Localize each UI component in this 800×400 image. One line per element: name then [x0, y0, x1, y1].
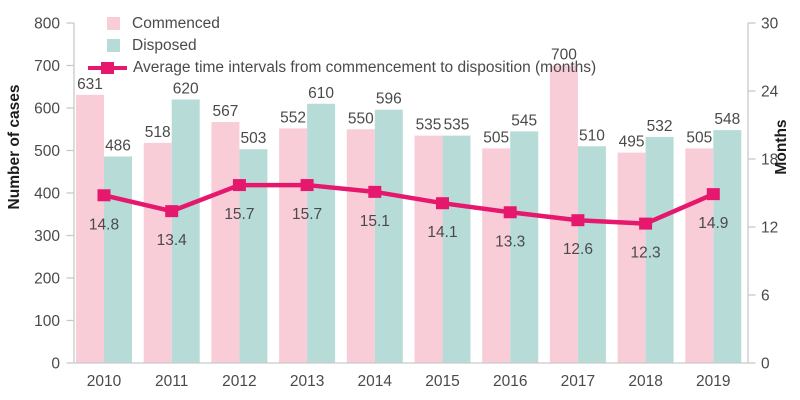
bar-disposed-2016	[510, 131, 539, 363]
line-point-marker-2011	[165, 205, 179, 218]
right-axis-tick-label: 6	[761, 288, 770, 305]
left-axis-tick-label: 600	[34, 101, 60, 118]
bar-value-label-commenced-2017: 700	[551, 47, 577, 64]
bar-value-label-disposed-2012: 503	[240, 130, 266, 147]
bar-value-label-commenced-2013: 552	[280, 109, 306, 126]
bar-value-label-commenced-2019: 505	[686, 129, 712, 146]
bar-value-label-disposed-2011: 620	[173, 81, 199, 98]
bar-commenced-2015	[414, 135, 443, 363]
line-point-marker-2010	[97, 189, 111, 202]
left-axis-title: Number of cases	[6, 85, 23, 210]
legend-item-commenced: Commenced	[107, 13, 596, 34]
right-axis-tick-label: 0	[761, 356, 770, 373]
line-value-label-2015: 14.1	[427, 224, 457, 241]
line-point-marker-2017	[571, 214, 585, 227]
bar-value-label-disposed-2018: 532	[647, 118, 673, 135]
bar-disposed-2014	[374, 109, 403, 363]
x-axis-label-2012: 2012	[222, 373, 256, 390]
bar-commenced-2018	[617, 152, 646, 363]
bar-value-label-commenced-2010: 631	[77, 76, 103, 93]
x-axis-label-2017: 2017	[561, 373, 595, 390]
right-axis-title: Months	[773, 119, 790, 174]
bar-value-label-disposed-2013: 610	[308, 85, 334, 102]
line-point-marker-2019	[706, 188, 720, 201]
left-axis-tick-label: 100	[34, 313, 60, 330]
bar-commenced-2012	[211, 122, 240, 364]
right-axis-tick-label: 30	[761, 16, 779, 33]
bar-value-label-commenced-2011: 518	[145, 124, 171, 141]
legend-label-disposed: Disposed	[132, 36, 197, 54]
x-axis-label-2010: 2010	[87, 373, 122, 390]
line-value-label-2014: 15.1	[360, 213, 390, 230]
x-axis-label-2015: 2015	[425, 373, 459, 390]
bar-disposed-2013	[307, 103, 336, 363]
legend-label-commenced: Commenced	[132, 14, 220, 32]
bar-value-label-disposed-2017: 510	[579, 127, 605, 144]
line-value-label-2010: 14.8	[89, 216, 119, 233]
bar-commenced-2019	[685, 148, 714, 363]
disposed-swatch-icon	[107, 39, 120, 52]
right-axis-tick-label: 12	[761, 220, 778, 237]
bar-disposed-2017	[577, 146, 606, 363]
left-axis-tick-label: 800	[34, 16, 60, 33]
bar-value-label-commenced-2018: 495	[619, 134, 645, 151]
bar-commenced-2010	[76, 94, 104, 363]
bar-value-label-disposed-2015: 535	[444, 117, 470, 134]
bar-value-label-disposed-2016: 545	[511, 112, 537, 129]
left-axis-tick-label: 700	[34, 58, 60, 75]
bar-value-label-disposed-2010: 486	[105, 137, 131, 154]
bar-disposed-2018	[645, 136, 674, 363]
bar-value-label-commenced-2016: 505	[483, 129, 509, 146]
bar-value-label-disposed-2014: 596	[376, 91, 402, 108]
line-point-marker-2016	[503, 206, 517, 219]
line-value-label-2019: 14.9	[698, 215, 728, 232]
line-value-label-2013: 15.7	[292, 206, 322, 223]
left-axis-tick-label: 0	[51, 356, 60, 373]
x-axis-label-2014: 2014	[358, 373, 393, 390]
left-axis-tick-label: 200	[34, 271, 60, 288]
legend-label-average-interval: Average time intervals from commencement…	[133, 58, 597, 76]
line-marker-icon	[88, 61, 127, 74]
commenced-swatch-icon	[107, 17, 120, 30]
line-value-label-2011: 13.4	[157, 232, 188, 249]
legend-item-average-interval: Average time intervals from commencement…	[88, 57, 597, 78]
line-value-label-2017: 12.6	[563, 241, 593, 258]
bar-value-label-disposed-2019: 548	[714, 111, 740, 128]
bar-value-label-commenced-2012: 567	[212, 103, 238, 120]
bar-commenced-2016	[482, 148, 511, 363]
bar-commenced-2013	[279, 128, 308, 363]
line-point-marker-2013	[300, 179, 314, 192]
bar-value-label-commenced-2015: 535	[416, 117, 442, 134]
bar-disposed-2011	[171, 99, 200, 363]
bar-commenced-2014	[346, 129, 375, 363]
line-point-marker-2018	[639, 217, 653, 230]
bar-disposed-2019	[713, 130, 742, 363]
line-point-marker-2012	[232, 179, 246, 192]
x-axis-label-2019: 2019	[696, 373, 730, 390]
right-axis-tick-label: 24	[761, 84, 779, 101]
bar-value-label-commenced-2014: 550	[348, 110, 374, 127]
x-axis-label-2018: 2018	[628, 373, 662, 390]
bar-commenced-2011	[143, 142, 172, 363]
line-value-label-2016: 13.3	[495, 233, 525, 250]
right-axis-tick-label: 18	[761, 152, 778, 169]
trend-line	[103, 182, 715, 226]
legend: Commenced Disposed Average time interval…	[88, 13, 597, 78]
legend-item-disposed: Disposed	[107, 35, 596, 56]
left-axis-tick-label: 400	[34, 186, 60, 203]
x-axis-label-2013: 2013	[290, 373, 324, 390]
bar-disposed-2015	[442, 135, 471, 363]
line-value-label-2012: 15.7	[224, 206, 254, 223]
line-point-marker-2014	[368, 185, 382, 198]
bar-disposed-2010	[104, 156, 132, 363]
x-axis-label-2011: 2011	[155, 373, 188, 390]
x-axis-label-2016: 2016	[493, 373, 527, 390]
left-axis-tick-label: 300	[34, 228, 60, 245]
left-axis-tick-label: 500	[34, 143, 60, 160]
line-point-marker-2015	[436, 197, 449, 210]
line-value-label-2018: 12.3	[631, 245, 661, 262]
